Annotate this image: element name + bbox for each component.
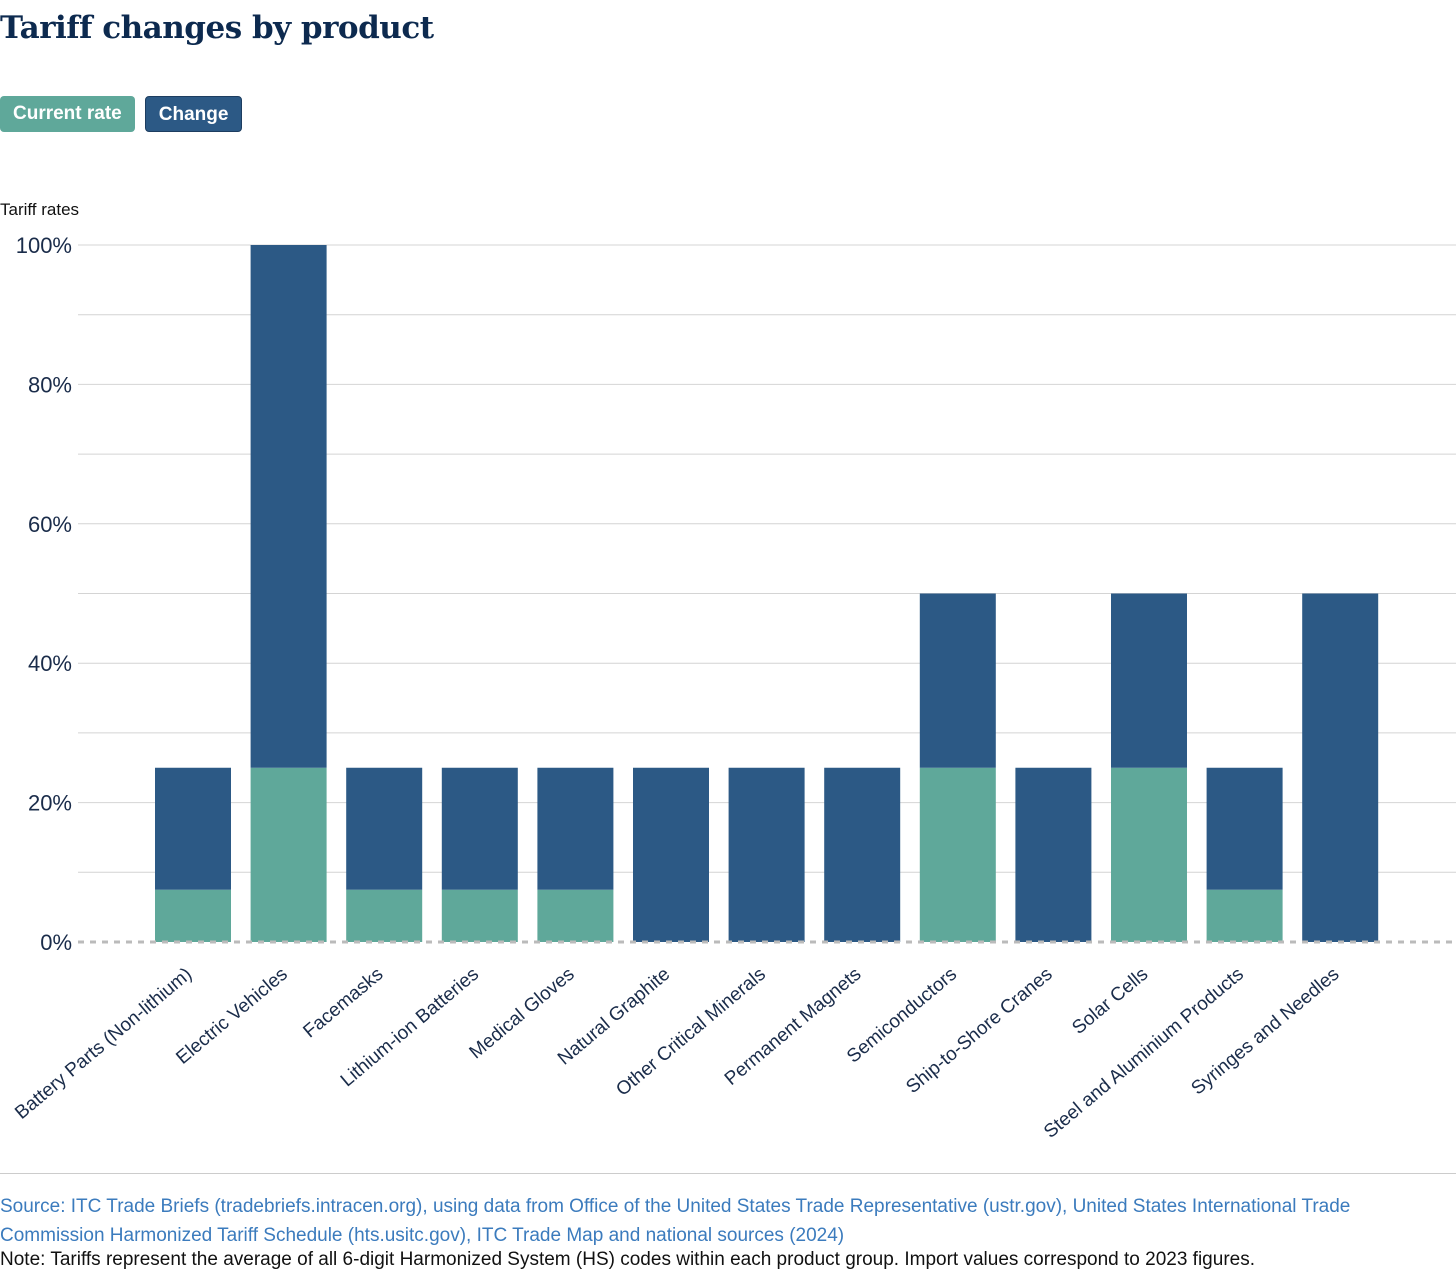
bar-current-rate[interactable] [1206,889,1283,942]
legend-change[interactable]: Change [144,96,243,132]
legend: Current rate Change [0,96,243,132]
bar-change[interactable] [1015,767,1092,942]
x-tick-label: Steel and Aluminium Products [1040,964,1248,1143]
bar-chart: Tariff rates 0% 20% 40% 60% 80% 100% Battery … [0,200,1456,1143]
x-tick-label: Battery Parts (Non-lithium) [11,964,196,1124]
bar-change[interactable] [1111,593,1187,768]
bar-change[interactable] [824,767,901,942]
y-tick-label: 0% [40,930,72,955]
note-text: Note: Tariffs represent the average of a… [0,1249,1255,1270]
x-tick-label: Solar Cells [1068,964,1152,1039]
source-text: Source: ITC Trade Briefs (tradebriefs.in… [0,1196,1351,1246]
bar-change[interactable] [633,767,709,942]
bar-current-rate[interactable] [1111,767,1187,942]
x-tick-label: Facemasks [300,964,388,1043]
y-tick-label: 20% [28,791,72,816]
bar-current-rate[interactable] [346,889,423,942]
y-tick-label: 100% [16,233,72,258]
divider [0,1173,1456,1174]
y-axis-label: Tariff rates [0,200,79,219]
bar-current-rate[interactable] [919,767,996,942]
bar-current-rate[interactable] [537,889,614,942]
bar-change[interactable] [1206,767,1283,890]
bar-change[interactable] [919,593,996,768]
bar-change[interactable] [441,767,518,890]
bar-change[interactable] [1302,593,1379,943]
y-tick-label: 80% [28,372,72,397]
bar-change[interactable] [250,245,327,768]
y-tick-label: 60% [28,512,72,537]
bar-current-rate[interactable] [250,767,327,942]
legend-current-rate[interactable]: Current rate [0,96,135,132]
bar-current-rate[interactable] [155,889,231,942]
chart-title: Tariff changes by product [0,10,434,46]
bar-change[interactable] [346,767,423,890]
bar-change[interactable] [537,767,614,890]
bar-change[interactable] [155,767,231,890]
bar-change[interactable] [728,767,805,942]
y-tick-label: 40% [28,651,72,676]
bar-current-rate[interactable] [441,889,518,942]
